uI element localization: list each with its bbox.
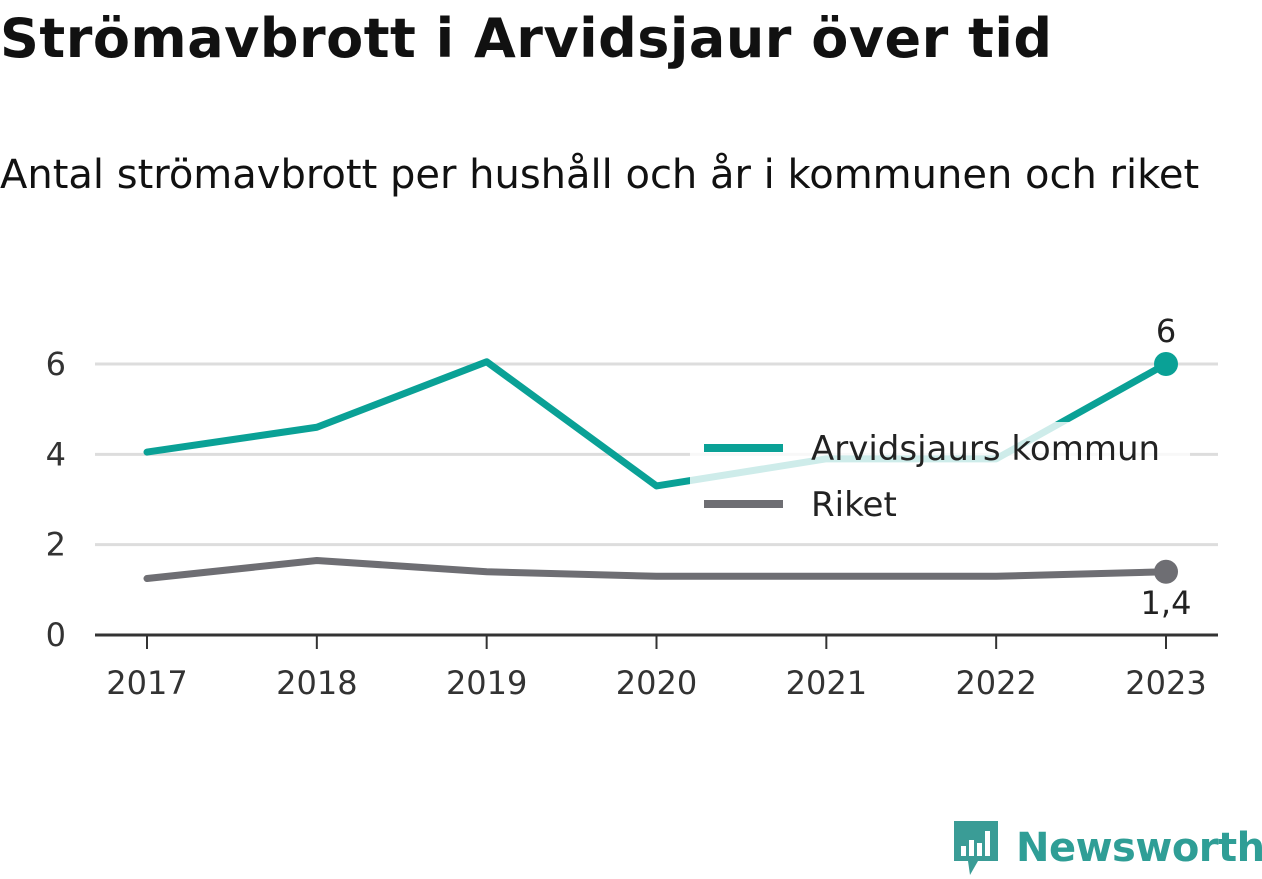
end-value-label: 6	[1156, 312, 1176, 350]
brand-name: Newsworthy	[1016, 825, 1262, 871]
newsworthy-logo-icon	[954, 821, 998, 875]
end-markers: 61,4	[1141, 312, 1192, 622]
series-line-riket	[143, 556, 1170, 583]
end-marker-arvidsjaur	[1154, 352, 1178, 376]
chart-subtitle: Antal strömavbrott per hushåll och år i …	[0, 152, 1200, 198]
end-value-label: 1,4	[1141, 584, 1192, 622]
x-tick-label: 2019	[446, 664, 527, 702]
chart-title: Strömavbrott i Arvidsjaur över tid	[0, 7, 1053, 70]
newsworthy-brand: Newsworthy	[952, 818, 1262, 878]
y-tick-label: 6	[46, 345, 66, 383]
legend-label: Riket	[811, 485, 897, 525]
legend-label: Arvidsjaurs kommun	[811, 429, 1160, 469]
x-tick-label: 2020	[616, 664, 697, 702]
legend-background	[690, 422, 1190, 532]
y-tick-label: 2	[46, 526, 66, 564]
y-axis-ticks: 0 2 4 6	[46, 345, 66, 654]
end-marker-riket	[1154, 559, 1178, 584]
legend: Arvidsjaurs kommun Riket	[690, 422, 1190, 532]
x-axis: 2017 2018 2019 2020 2021 2022 2023	[95, 633, 1218, 702]
x-tick-label: 2022	[955, 664, 1036, 702]
x-tick-label: 2018	[276, 664, 357, 702]
y-tick-label: 4	[46, 435, 66, 473]
x-tick-label: 2023	[1125, 664, 1206, 702]
x-tick-label: 2021	[786, 664, 867, 702]
x-tick-label: 2017	[106, 664, 187, 702]
y-tick-label: 0	[46, 616, 66, 654]
